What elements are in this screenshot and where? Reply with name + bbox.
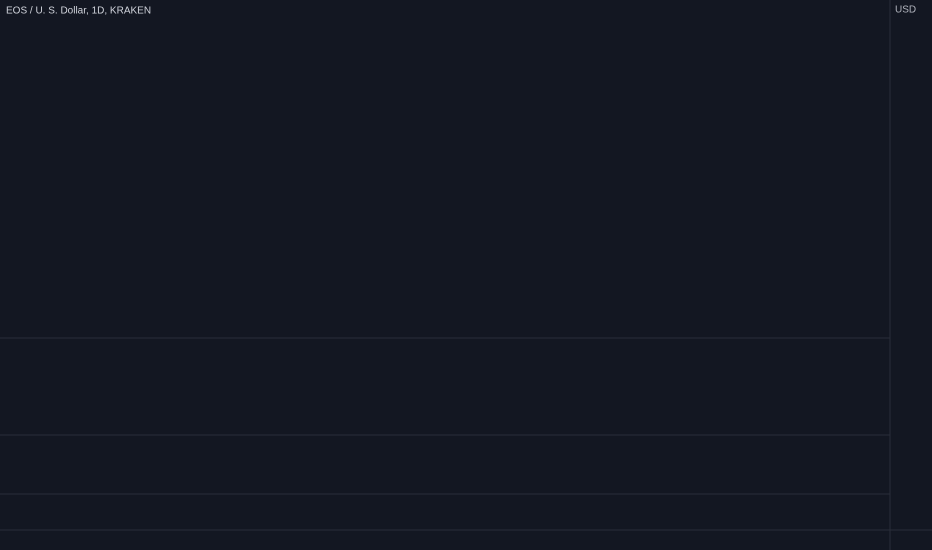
chart-title: EOS / U. S. Dollar, 1D, KRAKEN xyxy=(6,6,151,17)
currency-label: USD xyxy=(895,5,916,16)
